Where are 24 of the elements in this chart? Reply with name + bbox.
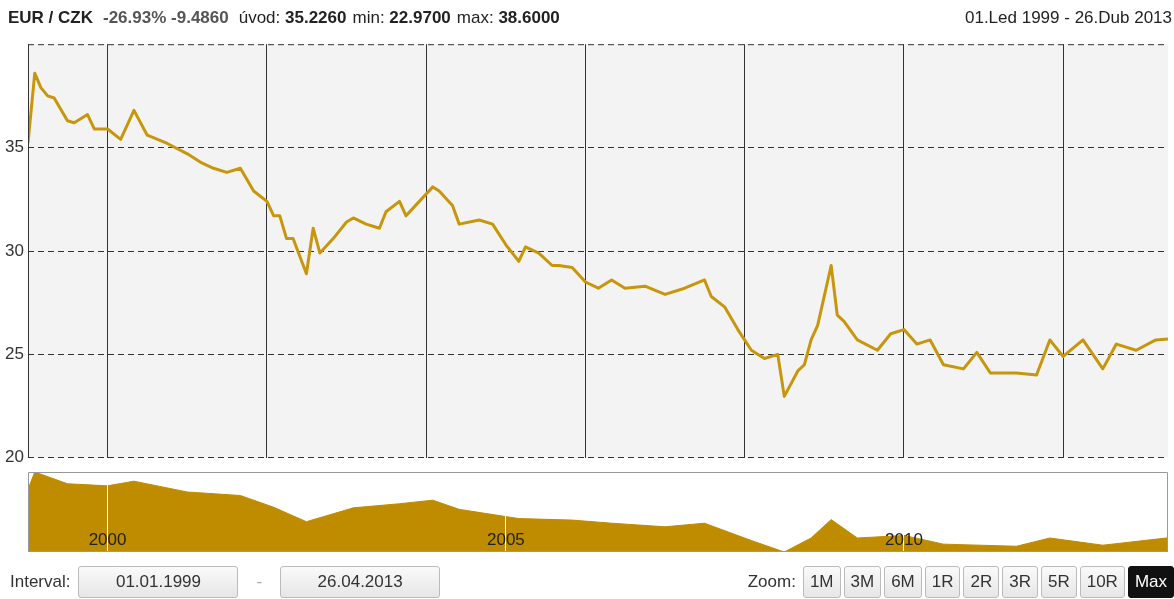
text: úvod: 35.2260 (238, 8, 347, 27)
text: -26.93% -9.4860 (103, 8, 229, 27)
text: 5R (1040, 566, 1077, 598)
text: min: 22.9700 (352, 8, 451, 27)
text: 3R (1002, 566, 1038, 598)
y-tick-label: 25 (5, 344, 24, 364)
text: 01.Led 1999 - 26.Dub 2013 (964, 8, 1172, 28)
y-tick-label: 30 (5, 240, 24, 260)
text: - (256, 572, 263, 592)
text: 1R (924, 566, 961, 598)
text: 26.04.2013 (280, 566, 441, 598)
text: 3M (843, 566, 882, 598)
text: 10R (1079, 566, 1125, 598)
text: 2R (963, 566, 1000, 598)
y-tick-label: 20 (5, 447, 24, 467)
text: Interval: (10, 572, 71, 592)
text: 1M (802, 566, 841, 598)
text: Zoom: (747, 572, 796, 592)
text: 6M (884, 566, 922, 598)
text: Max (1127, 566, 1174, 598)
text: 01.01.1999 (78, 566, 239, 598)
text: max: 38.6000 (456, 8, 560, 27)
y-tick-label: 35 (5, 137, 24, 157)
chart-title: EUR / CZK (8, 8, 93, 27)
